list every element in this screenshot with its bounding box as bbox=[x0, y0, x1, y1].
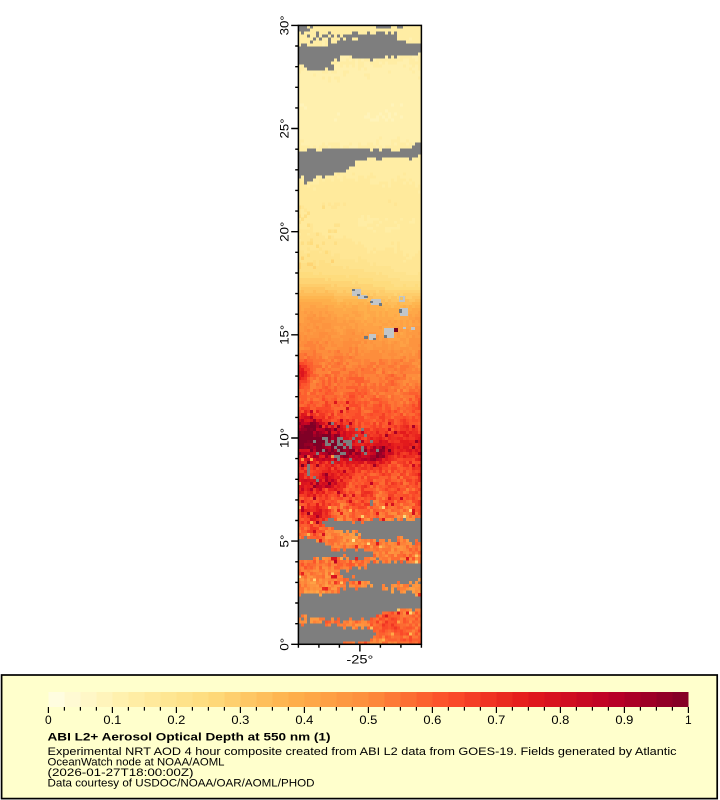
svg-text:-25°: -25° bbox=[346, 652, 373, 666]
svg-text:0.4: 0.4 bbox=[295, 713, 313, 727]
svg-text:0.7: 0.7 bbox=[487, 713, 505, 727]
svg-text:20°: 20° bbox=[278, 222, 292, 242]
svg-text:5°: 5° bbox=[278, 534, 292, 547]
svg-text:OceanWatch node at NOAA/AOML: OceanWatch node at NOAA/AOML bbox=[48, 756, 225, 768]
svg-text:10°: 10° bbox=[278, 428, 292, 448]
svg-text:0.9: 0.9 bbox=[615, 713, 633, 727]
svg-text:0.8: 0.8 bbox=[551, 713, 569, 727]
svg-text:0.2: 0.2 bbox=[167, 713, 185, 727]
svg-text:1: 1 bbox=[685, 713, 692, 727]
svg-text:0: 0 bbox=[45, 713, 52, 727]
svg-text:25°: 25° bbox=[278, 118, 292, 138]
svg-text:0.5: 0.5 bbox=[359, 713, 377, 727]
svg-text:0.1: 0.1 bbox=[103, 713, 121, 727]
svg-text:0°: 0° bbox=[278, 638, 292, 651]
svg-text:0.3: 0.3 bbox=[231, 713, 249, 727]
svg-text:15°: 15° bbox=[278, 325, 292, 345]
svg-text:Data courtesy of USDOC/NOAA/OA: Data courtesy of USDOC/NOAA/OAR/AOML/PHO… bbox=[48, 778, 315, 790]
svg-text:30°: 30° bbox=[278, 15, 292, 35]
svg-text:ABI L2+ Aerosol Optical Depth: ABI L2+ Aerosol Optical Depth at 550 nm … bbox=[48, 732, 331, 744]
svg-text:Experimental NRT AOD 4 hour co: Experimental NRT AOD 4 hour composite cr… bbox=[48, 746, 678, 758]
svg-text:(2026-01-27T18:00:00Z): (2026-01-27T18:00:00Z) bbox=[48, 767, 194, 779]
svg-text:0.6: 0.6 bbox=[423, 713, 441, 727]
